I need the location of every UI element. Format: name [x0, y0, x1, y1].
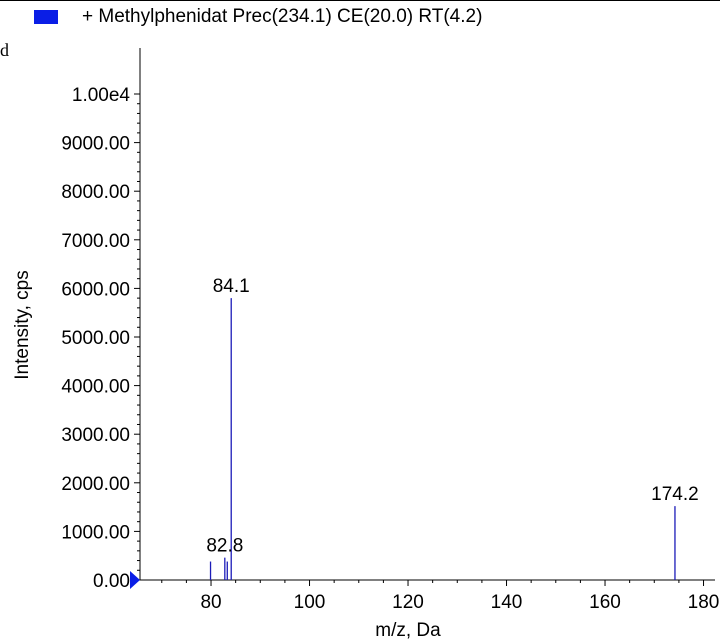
- peak-label: 84.1: [213, 276, 250, 297]
- x-tick-label: 160: [589, 592, 621, 613]
- x-tick-label: 100: [294, 592, 326, 613]
- y-tick-label: 1.00e4: [72, 85, 131, 106]
- x-tick-label: 180: [688, 592, 720, 613]
- y-axis-label: Intensity, cps: [12, 270, 33, 379]
- x-tick-label: 80: [200, 592, 221, 613]
- origin-marker: [130, 571, 140, 589]
- peak-label: 82.8: [206, 536, 243, 557]
- y-tick-label: 7000.00: [61, 231, 130, 252]
- legend: + Methylphenidat Prec(234.1) CE(20.0) RT…: [34, 6, 482, 28]
- axes: 0.00 1000.00 2000.00 3000.00 4000.00 5000.00 6…: [61, 48, 720, 613]
- legend-label: + Methylphenidat Prec(234.1) CE(20.0) RT…: [82, 6, 483, 27]
- y-tick-label: 9000.00: [61, 134, 130, 155]
- y-tick-label: 4000.00: [61, 377, 130, 398]
- y-tick-label: 2000.00: [61, 474, 130, 495]
- y-tick-label: 8000.00: [61, 182, 130, 203]
- y-tick-label: 0.00: [93, 571, 130, 592]
- top-border: [0, 0, 720, 1]
- peak-label: 174.2: [651, 484, 699, 505]
- x-tick-label: 140: [491, 592, 523, 613]
- x-tick-label: 120: [392, 592, 424, 613]
- y-tick-label: 1000.00: [61, 522, 130, 543]
- y-tick-label: 3000.00: [61, 425, 130, 446]
- peaks: [209, 298, 676, 580]
- legend-swatch: [34, 10, 58, 24]
- corner-glyph: d: [0, 40, 9, 60]
- x-axis-label: m/z, Da: [375, 620, 441, 641]
- y-tick-label: 6000.00: [61, 279, 130, 300]
- y-tick-label: 5000.00: [61, 328, 130, 349]
